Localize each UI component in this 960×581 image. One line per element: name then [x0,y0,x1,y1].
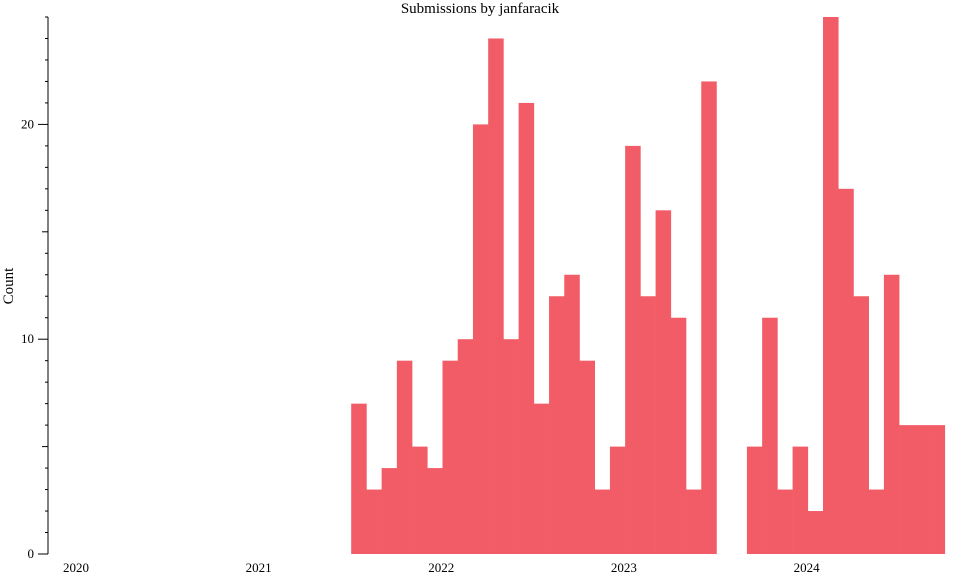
bar-2023-02 [625,145,641,554]
bar-2022-02 [442,360,459,554]
bar-2021-10 [381,468,398,554]
bar-2022-04 [472,124,489,555]
bar-2024-02 [807,511,824,554]
bar-2022-10 [564,274,580,554]
chart-title: Submissions by janfaracik [401,1,560,17]
bar-2022-01 [427,468,443,554]
bar-2022-06 [503,339,519,554]
bar-2023-04 [655,210,672,554]
bar-2024-06 [868,489,885,554]
bar-2024-03 [823,17,839,554]
bar-2022-05 [488,38,504,555]
y-axis: 0 10 20 [21,16,49,561]
bar-2021-11 [396,360,413,554]
bar-2024-01 [792,446,809,554]
bar-2024-08 [899,425,915,554]
bar-2021-08 [351,403,367,554]
x-tick-label-2020: 2020 [63,560,89,575]
x-tick-label-2021: 2021 [246,560,272,575]
bar-2024-10 [929,425,946,554]
bar-2024-07 [883,274,900,554]
y-axis-label: Count [1,267,17,305]
bar-2024-09 [914,425,930,554]
bar-2021-12 [412,446,428,554]
bar-2022-08 [533,403,550,554]
bar-2023-11 [762,317,778,554]
bar-2023-10 [746,446,763,554]
bar-2022-12 [594,489,611,554]
x-tick-label-2024: 2024 [794,560,821,575]
bar-2023-12 [777,489,793,554]
bar-2022-03 [457,339,474,554]
bars-group [351,17,946,555]
bar-2023-01 [609,446,626,554]
bar-2024-05 [853,296,869,554]
y-tick-label-10: 10 [21,331,34,346]
bar-2023-07 [701,81,717,554]
bar-2023-03 [640,296,656,554]
bar-2022-09 [549,296,565,554]
y-tick-label-20: 20 [21,116,34,131]
bar-2023-06 [686,489,702,554]
bar-2022-07 [518,102,535,555]
x-axis: 2020 2021 2022 2023 2024 [63,560,820,575]
bar-2021-09 [366,489,382,554]
bar-2022-11 [579,360,596,554]
bar-2023-05 [670,317,687,554]
y-tick-label-0: 0 [28,546,35,561]
x-tick-label-2023: 2023 [611,560,637,575]
bar-2024-04 [838,188,854,554]
x-tick-label-2022: 2022 [428,560,454,575]
